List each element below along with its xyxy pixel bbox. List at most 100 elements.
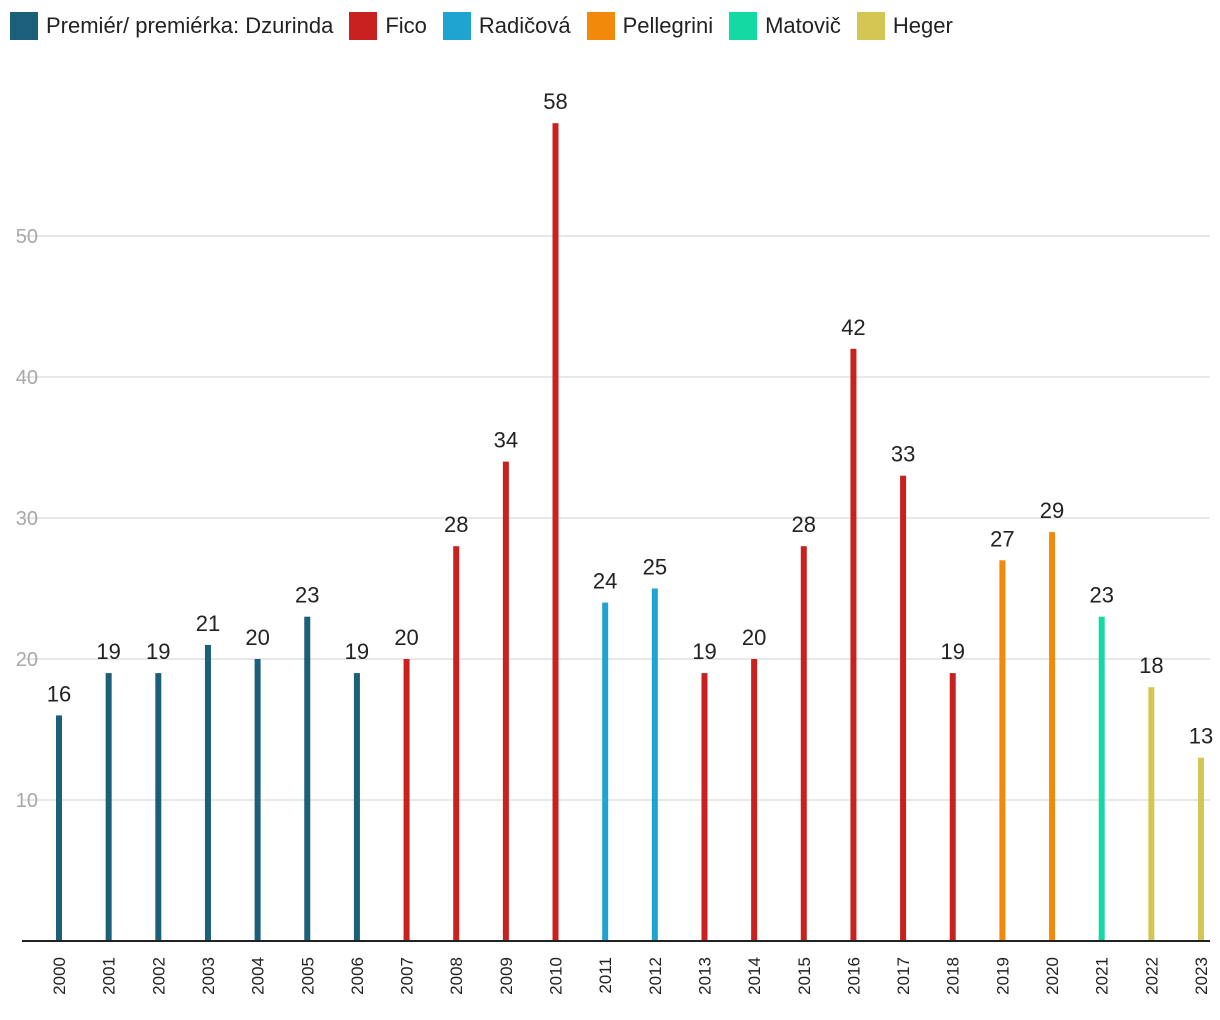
bar-2005[interactable]: [304, 616, 311, 941]
x-tick-label-2004: 2004: [249, 957, 268, 995]
x-tick-label-2017: 2017: [894, 957, 913, 995]
bar-2021[interactable]: [1098, 616, 1105, 941]
bar-2016[interactable]: [850, 348, 857, 941]
x-tick-label-2015: 2015: [795, 957, 814, 995]
x-tick-label-2013: 2013: [695, 957, 714, 995]
y-tick-label: 10: [16, 790, 38, 812]
x-tick-label-2011: 2011: [596, 957, 615, 994]
legend-swatch-heger: [856, 12, 885, 40]
legend-item-heger[interactable]: Heger: [856, 12, 953, 40]
bar-2004[interactable]: [254, 659, 261, 941]
data-label-2017: 33: [891, 442, 915, 467]
y-tick-label: 50: [16, 226, 38, 248]
x-tick-label-2021: 2021: [1093, 957, 1112, 995]
bar-2018[interactable]: [949, 673, 956, 941]
bar-2010[interactable]: [552, 123, 559, 941]
data-label-2023: 13: [1189, 724, 1213, 749]
x-tick-label-2022: 2022: [1142, 957, 1161, 995]
x-tick-label-2009: 2009: [497, 957, 516, 995]
legend-label-fico: Fico: [385, 13, 427, 38]
bar-2008[interactable]: [453, 546, 460, 941]
x-tick-label-2010: 2010: [547, 957, 566, 995]
bar-2017[interactable]: [900, 475, 907, 941]
bar-2011[interactable]: [602, 602, 609, 941]
data-labels: 16 19 19 21 20 23 19 20 28 34 58 24 25 19 20 28 42 33 19 27…: [47, 89, 1213, 749]
legend-item-radicova[interactable]: Radičová: [442, 12, 571, 40]
legend-label-dzurinda: Premiér/ premiérka: Dzurinda: [46, 13, 334, 38]
bar-2001[interactable]: [105, 673, 112, 941]
x-tick-label-2006: 2006: [348, 957, 367, 995]
data-label-2016: 42: [841, 315, 865, 340]
data-label-2008: 28: [444, 512, 468, 537]
legend-label-pellegrini: Pellegrini: [622, 13, 714, 38]
data-label-2010: 58: [543, 89, 567, 114]
x-tick-label-2016: 2016: [844, 957, 863, 995]
data-label-2018: 19: [940, 639, 964, 664]
x-axis-ticks: 2000 2001 2002 2003 2004 2005 2006 2007 2008 2009…: [50, 957, 1211, 995]
bar-2020[interactable]: [1049, 532, 1056, 941]
data-label-2019: 27: [990, 526, 1014, 551]
legend: Premiér/ premiérka: Dzurinda Fico Radičo…: [10, 8, 969, 44]
data-label-2015: 28: [792, 512, 816, 537]
legend-swatch-dzurinda: [10, 12, 38, 40]
x-tick-label-2000: 2000: [50, 957, 69, 995]
legend-item-dzurinda[interactable]: Premiér/ premiérka: Dzurinda: [10, 12, 333, 40]
legend-swatch-pellegrini: [586, 12, 615, 40]
x-tick-label-2002: 2002: [149, 957, 168, 995]
data-label-2007: 20: [394, 625, 418, 650]
x-tick-label-2005: 2005: [298, 957, 317, 995]
bar-2012[interactable]: [651, 588, 658, 942]
data-label-2004: 20: [245, 625, 269, 650]
data-label-2002: 19: [146, 639, 170, 664]
bar-2014[interactable]: [751, 659, 758, 941]
bar-2023[interactable]: [1198, 757, 1204, 941]
data-label-2020: 29: [1040, 498, 1064, 523]
x-tick-label-2007: 2007: [398, 957, 417, 995]
data-label-2006: 19: [345, 639, 369, 664]
x-tick-label-2014: 2014: [745, 957, 764, 995]
x-tick-label-2023: 2023: [1192, 957, 1211, 995]
bar-2009[interactable]: [502, 461, 509, 941]
legend-swatch-fico: [349, 12, 378, 40]
bar-2013[interactable]: [701, 673, 708, 941]
data-label-2000: 16: [47, 681, 71, 706]
data-label-2003: 21: [196, 611, 220, 636]
legend-label-radicova: Radičová: [478, 13, 571, 38]
legend-label-matovic: Matovič: [765, 13, 841, 38]
x-tick-label-2008: 2008: [447, 957, 466, 995]
data-label-2001: 19: [96, 639, 120, 664]
data-label-2012: 25: [643, 555, 667, 580]
y-tick-label: 20: [16, 649, 38, 671]
bar-2022[interactable]: [1148, 687, 1155, 941]
legend-swatch-matovic: [729, 12, 758, 40]
data-label-2005: 23: [295, 583, 319, 608]
bar-2003[interactable]: [204, 644, 211, 941]
bars: [56, 123, 1204, 941]
legend-item-fico[interactable]: Fico: [349, 12, 427, 40]
x-tick-label-2012: 2012: [646, 957, 665, 995]
x-tick-label-2020: 2020: [1043, 957, 1062, 995]
data-label-2009: 34: [494, 428, 518, 453]
legend-item-pellegrini[interactable]: Pellegrini: [586, 12, 714, 40]
y-axis-ticks: 10 20 30 40 50: [16, 226, 38, 812]
x-tick-label-2003: 2003: [199, 957, 218, 995]
legend-item-matovic[interactable]: Matovič: [729, 12, 841, 40]
data-label-2021: 23: [1089, 583, 1113, 608]
grid-lines: [22, 235, 1210, 801]
bar-2015[interactable]: [800, 546, 807, 941]
data-label-2013: 19: [692, 639, 716, 664]
bar-2019[interactable]: [999, 560, 1006, 941]
x-tick-label-2019: 2019: [993, 957, 1012, 995]
data-label-2011: 24: [593, 569, 617, 594]
legend-label-heger: Heger: [892, 13, 953, 38]
data-label-2022: 18: [1139, 653, 1163, 678]
bar-2002[interactable]: [155, 673, 162, 941]
bar-2006[interactable]: [353, 673, 360, 941]
bar-2000[interactable]: [56, 715, 62, 941]
y-tick-label: 40: [16, 367, 38, 389]
legend-swatch-radicova: [442, 12, 471, 40]
y-tick-label: 30: [16, 508, 38, 530]
x-tick-label-2001: 2001: [100, 957, 119, 995]
bar-2007[interactable]: [403, 659, 410, 941]
